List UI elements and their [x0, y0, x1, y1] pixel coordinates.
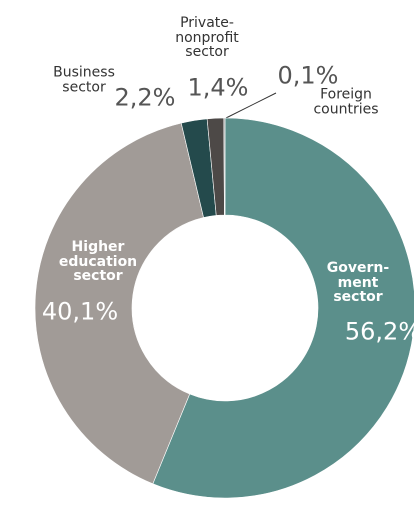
value-label: 40,1%: [41, 297, 119, 326]
value-label: 2,2%: [114, 83, 176, 112]
category-label: Higher education sector: [58, 238, 138, 285]
value-label: 0,1%: [277, 61, 339, 90]
category-label: Business sector: [53, 64, 115, 95]
donut-slice: [152, 117, 414, 499]
category-label: Private- nonprofit sector: [175, 14, 239, 61]
category-label: Govern- ment sector: [326, 259, 390, 306]
value-label: 56,2%: [344, 317, 414, 346]
leader-line: [225, 92, 277, 119]
category-label: Foreign countries: [313, 86, 379, 117]
donut-slice: [223, 117, 226, 216]
donut-slice: [34, 122, 204, 485]
value-label: 1,4%: [187, 73, 249, 102]
